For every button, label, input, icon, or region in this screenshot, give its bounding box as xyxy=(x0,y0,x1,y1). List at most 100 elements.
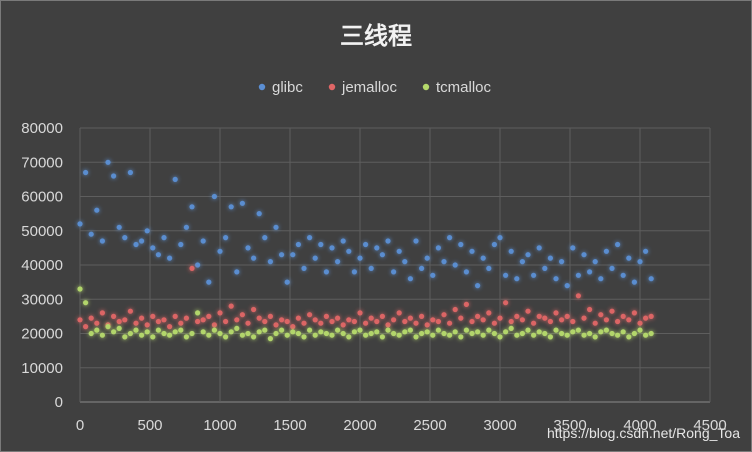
point-jemalloc xyxy=(536,313,542,319)
point-glibc xyxy=(340,238,346,244)
point-glibc xyxy=(570,245,576,251)
point-glibc xyxy=(491,241,497,248)
point-tcmalloc xyxy=(547,334,554,340)
point-jemalloc xyxy=(407,315,413,321)
y-axis-ticks: 0 10000 20000 30000 40000 50000 60000 70000 8000… xyxy=(21,120,63,411)
point-glibc xyxy=(391,269,397,275)
y-tick-label: 20000 xyxy=(21,326,63,343)
point-tcmalloc xyxy=(447,332,453,338)
point-jemalloc xyxy=(234,317,240,323)
point-glibc xyxy=(357,255,363,261)
point-glibc xyxy=(407,276,413,282)
point-jemalloc xyxy=(598,312,604,318)
point-tcmalloc xyxy=(267,336,273,342)
point-glibc xyxy=(105,159,111,165)
point-glibc xyxy=(587,269,593,275)
point-jemalloc xyxy=(419,313,425,319)
point-tcmalloc xyxy=(245,330,251,337)
point-glibc xyxy=(396,248,402,254)
point-jemalloc xyxy=(88,315,94,321)
point-jemalloc xyxy=(206,313,212,319)
point-glibc xyxy=(626,255,632,261)
point-glibc xyxy=(458,241,464,248)
point-glibc xyxy=(486,265,492,271)
point-tcmalloc xyxy=(144,329,150,335)
point-jemalloc xyxy=(385,322,391,328)
point-tcmalloc xyxy=(99,332,105,338)
point-tcmalloc xyxy=(458,334,464,340)
point-tcmalloc xyxy=(217,330,223,337)
point-tcmalloc xyxy=(542,330,548,337)
point-tcmalloc xyxy=(430,332,436,338)
point-jemalloc xyxy=(256,315,262,321)
gridlines xyxy=(79,127,711,403)
point-tcmalloc xyxy=(643,332,649,338)
point-jemalloc xyxy=(435,318,441,325)
point-jemalloc xyxy=(424,322,430,328)
point-tcmalloc xyxy=(329,332,335,338)
point-jemalloc xyxy=(228,303,234,309)
point-jemalloc xyxy=(615,318,621,325)
point-jemalloc xyxy=(211,322,217,328)
point-glibc xyxy=(189,204,195,210)
point-tcmalloc xyxy=(239,332,245,338)
point-tcmalloc xyxy=(391,330,397,337)
x-tick-label: 2500 xyxy=(413,417,446,434)
x-tick-label: 3500 xyxy=(553,417,586,434)
point-tcmalloc xyxy=(564,332,570,338)
legend: glibc jemalloc tcmalloc xyxy=(258,79,492,96)
point-glibc xyxy=(553,276,559,282)
y-tick-label: 0 xyxy=(55,394,63,411)
point-glibc xyxy=(363,241,369,248)
point-jemalloc xyxy=(486,310,492,316)
point-tcmalloc xyxy=(441,330,447,337)
point-jemalloc xyxy=(295,315,301,321)
point-glibc xyxy=(469,248,475,254)
point-jemalloc xyxy=(575,293,582,299)
point-tcmalloc xyxy=(167,332,173,338)
point-glibc xyxy=(463,269,469,275)
point-glibc xyxy=(374,245,380,251)
point-glibc xyxy=(161,235,167,241)
point-glibc xyxy=(234,269,240,275)
point-tcmalloc xyxy=(312,332,318,338)
point-glibc xyxy=(245,245,251,251)
point-glibc xyxy=(609,265,615,271)
point-jemalloc xyxy=(172,313,178,319)
point-glibc xyxy=(447,235,453,241)
point-tcmalloc xyxy=(279,327,285,333)
point-glibc xyxy=(284,279,290,285)
point-tcmalloc xyxy=(228,329,234,335)
point-glibc xyxy=(452,262,458,268)
point-jemalloc xyxy=(491,320,497,326)
point-tcmalloc xyxy=(553,327,559,333)
point-jemalloc xyxy=(312,317,318,323)
point-tcmalloc xyxy=(178,327,184,333)
point-tcmalloc xyxy=(183,334,189,340)
point-jemalloc xyxy=(77,317,83,323)
point-jemalloc xyxy=(391,317,397,323)
point-glibc xyxy=(217,248,223,254)
point-tcmalloc xyxy=(206,332,212,338)
point-jemalloc xyxy=(329,318,335,325)
point-tcmalloc xyxy=(83,300,89,306)
point-glibc xyxy=(312,255,318,261)
point-tcmalloc xyxy=(592,334,598,340)
point-tcmalloc xyxy=(155,327,161,333)
point-tcmalloc xyxy=(519,330,526,337)
legend-marker-jemalloc xyxy=(328,83,336,91)
point-glibc xyxy=(598,276,604,282)
point-tcmalloc xyxy=(127,330,133,337)
x-tick-label: 500 xyxy=(137,417,162,434)
point-tcmalloc xyxy=(419,330,425,337)
point-tcmalloc xyxy=(273,330,279,337)
point-jemalloc xyxy=(648,313,654,319)
point-tcmalloc xyxy=(363,332,369,338)
x-tick-label: 0 xyxy=(76,417,84,434)
point-glibc xyxy=(279,252,285,258)
point-tcmalloc xyxy=(379,334,385,340)
point-tcmalloc xyxy=(116,325,122,331)
point-tcmalloc xyxy=(587,330,593,337)
point-jemalloc xyxy=(547,318,554,325)
point-jemalloc xyxy=(340,322,346,328)
